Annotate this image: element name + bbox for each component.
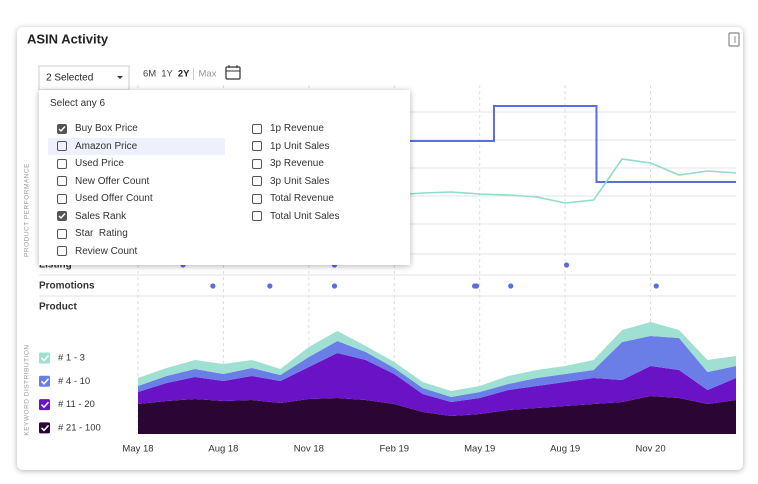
option[interactable]: Total Unit Sales <box>243 208 393 225</box>
option-label: 1p Revenue <box>270 123 324 134</box>
checkbox[interactable] <box>57 176 67 186</box>
option[interactable]: 3p Unit Sales <box>243 173 393 190</box>
range-button[interactable]: 2Y <box>178 69 190 80</box>
legend-item[interactable]: # 21 - 100 <box>39 422 101 433</box>
option-label: Review Count <box>75 245 138 257</box>
export-icon[interactable] <box>728 32 740 47</box>
checkbox[interactable] <box>252 123 262 134</box>
option-label: 3p Unit Sales <box>270 175 330 187</box>
option-label: Total Revenue <box>270 193 334 204</box>
x-tick-label: May 19 <box>464 444 495 455</box>
legend-label: # 11 - 20 <box>58 399 95 410</box>
checkbox[interactable] <box>57 158 67 169</box>
option[interactable]: New Offer Count <box>48 173 225 190</box>
checkbox[interactable] <box>252 158 262 169</box>
checkbox[interactable] <box>252 211 262 221</box>
row-label: Listing <box>39 260 72 271</box>
event-dot <box>331 283 338 289</box>
check <box>58 213 66 220</box>
caret <box>117 76 123 79</box>
checkbox[interactable] <box>252 176 262 186</box>
legend-check <box>40 401 50 409</box>
selector-label[interactable]: 2 Selected <box>46 73 93 84</box>
legend-check <box>40 378 50 385</box>
legend-label: # 21 - 100 <box>58 422 101 433</box>
option[interactable]: Buy Box Price <box>48 120 225 137</box>
axis-label: KEYWORD DISTRIBUTION <box>24 344 31 435</box>
event-dot <box>508 283 514 289</box>
legend-item[interactable]: # 11 - 20 <box>39 399 95 410</box>
prompt: Select any 6 <box>50 98 106 109</box>
x-tick-label: Nov 20 <box>636 444 666 455</box>
option-label: 3p Revenue <box>270 158 324 169</box>
event-dot <box>473 283 480 289</box>
option[interactable]: Star Rating <box>48 225 225 242</box>
axis-label: PRODUCT PERFORMANCE <box>24 163 31 257</box>
calendar-icon[interactable] <box>225 65 241 80</box>
option[interactable]: Sales Rank <box>48 208 225 225</box>
x-tick-label: May 18 <box>122 444 153 455</box>
option-label: 1p Unit Sales <box>270 140 330 152</box>
event-dot <box>653 283 659 289</box>
event-dot <box>563 262 570 268</box>
range-button[interactable]: 1Y <box>161 69 173 80</box>
option[interactable]: 1p Revenue <box>243 120 393 137</box>
event-dot <box>267 283 273 289</box>
option-label: Buy Box Price <box>75 123 138 134</box>
option[interactable]: 1p Unit Sales <box>243 138 393 155</box>
option-label: Sales Rank <box>75 210 127 222</box>
checkbox[interactable] <box>252 193 262 204</box>
option[interactable]: Used Price <box>48 155 225 172</box>
option-label: Used Price <box>75 158 124 169</box>
metric-dropdown: Select any 6 Buy Box Price Amazon Price Us… <box>39 90 410 265</box>
checkbox[interactable] <box>57 193 67 204</box>
area-series <box>138 336 736 402</box>
checkbox[interactable] <box>57 141 67 151</box>
legend-swatch <box>39 352 50 364</box>
x-tick-label: Aug 18 <box>208 444 238 455</box>
option[interactable]: Used Offer Count <box>48 190 225 207</box>
legend-label: # 4 - 10 <box>58 376 90 387</box>
checkbox[interactable] <box>252 141 262 151</box>
title: ASIN Activity <box>27 31 109 46</box>
check <box>58 125 66 132</box>
checkbox[interactable] <box>57 246 67 256</box>
legend-label: # 1 - 3 <box>58 353 85 364</box>
checkbox[interactable] <box>57 123 67 134</box>
legend-item[interactable]: # 4 - 10 <box>39 375 90 387</box>
option-label: Total Unit Sales <box>270 210 340 222</box>
legend-swatch <box>39 399 50 411</box>
option[interactable]: Total Revenue <box>243 190 393 207</box>
legend-item[interactable]: # 1 - 3 <box>39 352 85 364</box>
event-dot <box>210 283 216 289</box>
range-button[interactable]: Max <box>198 69 216 80</box>
legend-check <box>40 354 50 362</box>
area-series <box>138 396 736 434</box>
checkbox[interactable] <box>57 228 67 239</box>
option[interactable]: Review Count <box>48 243 225 260</box>
legend-check <box>40 424 50 432</box>
option-label: Amazon Price <box>75 140 138 152</box>
area-series <box>138 353 736 416</box>
line-series <box>138 105 736 183</box>
legend-swatch <box>39 422 50 434</box>
x-tick-label: Nov 18 <box>294 444 324 455</box>
range-button[interactable]: 6M <box>143 69 156 80</box>
option-label: Used Offer Count <box>75 193 153 204</box>
x-tick-label: Feb 19 <box>379 444 409 455</box>
checkbox[interactable] <box>57 211 67 221</box>
option[interactable]: 3p Revenue <box>243 155 393 172</box>
legend-swatch <box>39 375 50 387</box>
row-label: Promotions <box>39 281 95 292</box>
option-label: Star Rating <box>75 228 128 239</box>
row-label: Product <box>39 302 77 313</box>
option[interactable]: Amazon Price <box>48 137 225 155</box>
option-label: New Offer Count <box>75 175 150 187</box>
area-series <box>138 322 736 397</box>
x-tick-label: Aug 19 <box>550 444 580 455</box>
